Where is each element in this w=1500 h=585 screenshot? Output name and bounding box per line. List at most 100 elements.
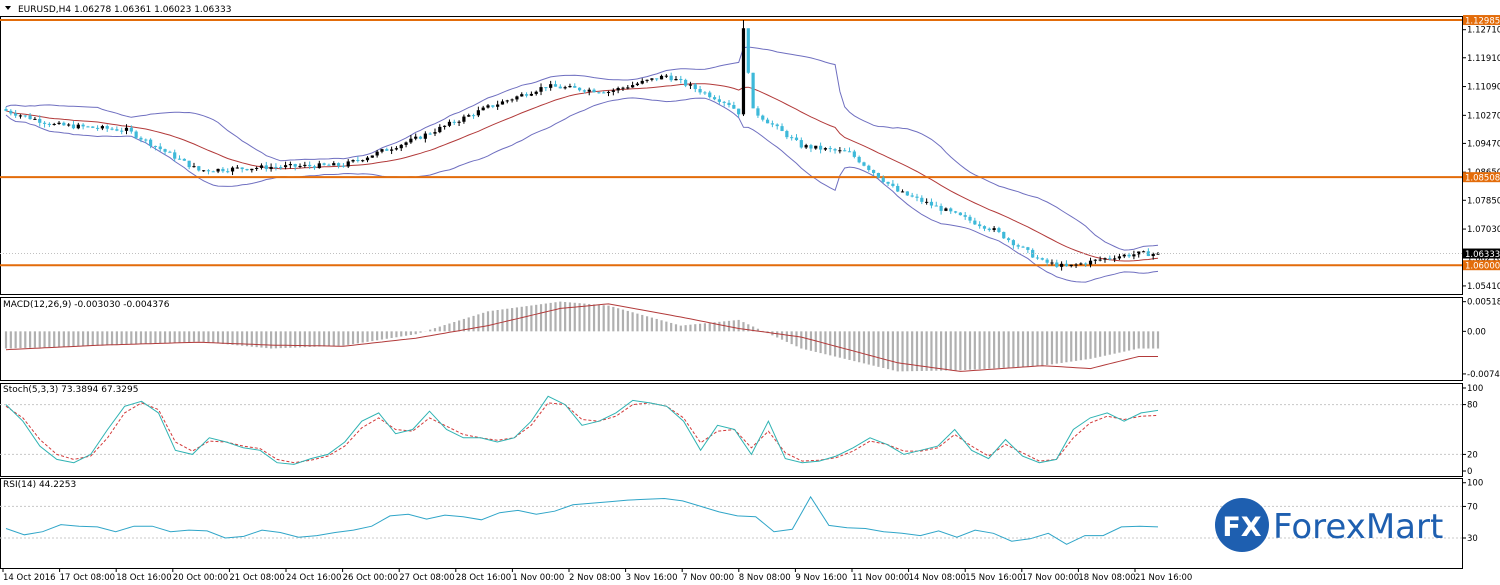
candle-body: [153, 145, 158, 147]
candle-body: [717, 99, 721, 102]
candle-body: [462, 116, 466, 122]
time-axis-label: 2 Nov 08:00: [569, 573, 621, 583]
stochastic-signal-line: [5, 402, 1159, 464]
candle-body: [293, 164, 297, 167]
candle-body: [481, 107, 485, 111]
candle-body: [283, 165, 288, 168]
candle-body: [240, 167, 244, 170]
candle-body: [953, 211, 958, 213]
candle-body: [655, 78, 659, 80]
candle-body: [115, 129, 119, 131]
candle-body: [529, 93, 533, 96]
candle-body: [814, 145, 818, 149]
candle-body: [317, 163, 321, 169]
candle-body: [693, 84, 697, 90]
candle-body: [1059, 263, 1064, 267]
candle-body: [920, 197, 924, 202]
candle-body: [669, 75, 673, 81]
candle-body: [833, 149, 837, 151]
candle-body: [577, 87, 582, 91]
candle-body: [1127, 254, 1131, 257]
candle-body: [380, 149, 384, 152]
candle-body: [770, 123, 774, 125]
candle-body: [81, 124, 85, 127]
candle-body: [394, 148, 399, 150]
candle-body: [616, 87, 620, 91]
candle-body: [872, 169, 876, 173]
candle-body: [327, 164, 331, 166]
price-axis-tick-label: 1.11090: [1467, 83, 1500, 93]
candle-body: [158, 146, 162, 150]
time-axis-label: 28 Oct 16:00: [456, 573, 511, 583]
candle-body: [52, 123, 56, 125]
candle-body: [785, 131, 789, 138]
candle-body: [963, 215, 967, 217]
candle-body: [910, 195, 914, 197]
candle-body: [245, 169, 249, 171]
candle-body: [679, 79, 683, 81]
stochastic-panel-title: Stoch(5,3,3) 73.3894 67.3295: [3, 385, 138, 395]
candle-body: [741, 28, 746, 115]
candle-body: [1011, 240, 1015, 246]
time-axis-label: 1 Nov 00:00: [512, 573, 564, 583]
candle-body: [423, 133, 427, 139]
candle-body: [1093, 259, 1097, 261]
time-axis-label: 8 Nov 08:00: [739, 573, 791, 583]
stochastic-axis-tick-label: 100: [1467, 384, 1483, 394]
candle-body: [428, 133, 432, 135]
candle-body: [47, 123, 51, 125]
candle-body: [997, 228, 1001, 232]
candle-body: [1021, 246, 1025, 248]
macd-axis-tick-label: -0.007438: [1467, 370, 1500, 380]
candle-body: [544, 87, 548, 89]
macd-panel: 0.005184 0.00 -0.007438: [0, 297, 1500, 381]
candle-body: [496, 104, 500, 107]
dropdown-triangle-icon[interactable]: [5, 6, 11, 10]
time-axis-label: 21 Nov 16:00: [1135, 573, 1192, 583]
candle-body: [727, 102, 731, 106]
candle-body: [110, 128, 114, 130]
time-axis-label: 11 Nov 00:00: [852, 573, 909, 583]
price-axis-tick-label: 1.11910: [1467, 54, 1500, 64]
time-axis-label: 27 Oct 08:00: [399, 573, 454, 583]
candle-body: [563, 87, 567, 89]
candle-body: [351, 160, 355, 162]
candle-body: [1074, 264, 1078, 266]
candle-body: [597, 92, 601, 94]
candle-body: [1117, 256, 1122, 259]
candle-body: [177, 158, 182, 160]
candle-body: [1026, 247, 1030, 250]
candle-body: [520, 94, 524, 97]
candle-body: [452, 121, 456, 123]
candle-body: [929, 201, 934, 206]
candle-body: [958, 212, 962, 216]
candle-body: [606, 91, 611, 93]
candle-body: [1016, 245, 1020, 247]
candle-body: [1069, 264, 1073, 267]
level-price-label: 1.06000: [1465, 262, 1500, 272]
candle-body: [365, 157, 370, 161]
candle-body: [1151, 253, 1155, 257]
candle-body: [500, 101, 505, 105]
candle-body: [1040, 258, 1044, 260]
candle-body: [71, 124, 76, 129]
candle-body: [688, 84, 693, 86]
price-axis-tick-label: 1.05410: [1467, 282, 1500, 292]
candle-body: [1055, 262, 1059, 267]
candle-body: [375, 151, 379, 156]
candle-body: [751, 72, 755, 109]
candle-body: [197, 166, 201, 171]
candle-body: [794, 137, 799, 141]
candle-body: [558, 86, 562, 89]
candle-body: [308, 164, 312, 167]
moving-average-line: [5, 83, 1159, 262]
candle-body: [1002, 231, 1006, 239]
candle-body: [1098, 259, 1102, 261]
price-axis-tick-label: 1.10270: [1467, 111, 1500, 121]
candle-body: [100, 126, 105, 129]
logo-mark: FX: [1222, 512, 1261, 543]
candle-body: [592, 89, 596, 93]
candle-body: [722, 101, 726, 103]
candle-body: [1064, 263, 1069, 267]
candle-body: [433, 132, 437, 134]
